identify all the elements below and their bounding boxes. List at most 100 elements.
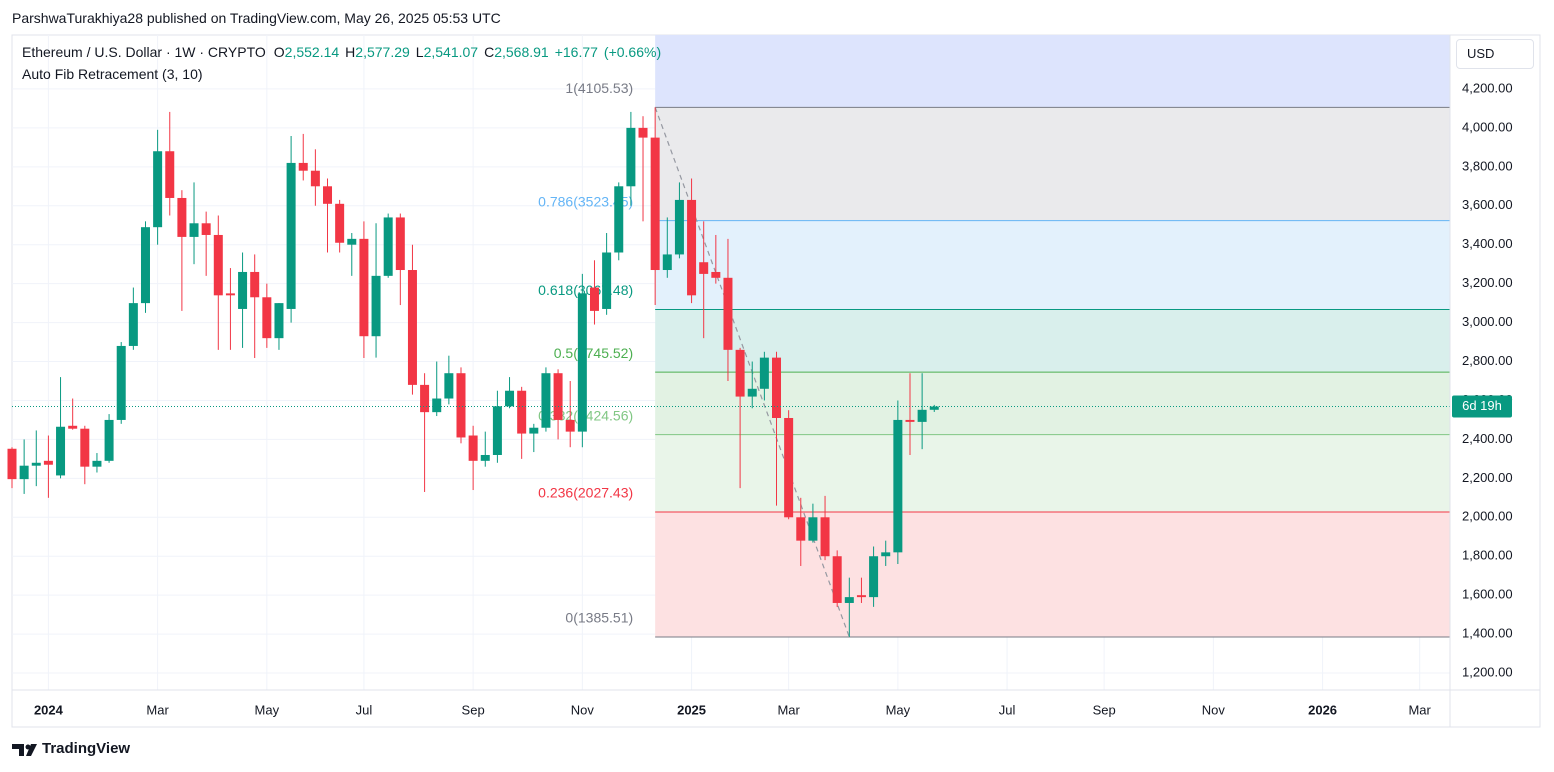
candle-body xyxy=(614,186,624,253)
candle-body xyxy=(43,460,53,465)
fib-zone xyxy=(655,309,1450,373)
currency-button[interactable]: USD xyxy=(1456,39,1534,69)
fib-level-label: 0.236(2027.43) xyxy=(538,485,633,501)
candle-body xyxy=(553,373,563,420)
candle-body xyxy=(7,448,17,480)
candle-body xyxy=(492,406,502,455)
symbol: Ethereum / U.S. Dollar · 1W · CRYPTO xyxy=(22,44,266,60)
logo xyxy=(12,744,37,756)
candle-body xyxy=(383,217,393,276)
candle-body xyxy=(395,217,405,271)
y-tick-label: 1,800.00 xyxy=(1462,548,1513,563)
attribution: ParshwaTurakhiya28 published on TradingV… xyxy=(12,10,501,26)
x-tick-label: May xyxy=(886,702,911,717)
y-tick-label: 2,800.00 xyxy=(1462,353,1513,368)
ohlc-value: 2,541.07 xyxy=(423,44,479,60)
candle-body xyxy=(189,223,199,237)
fib-level-label: 1(4105.53) xyxy=(565,80,633,96)
ohlc-name: C xyxy=(484,44,495,60)
candle-body xyxy=(808,517,818,541)
candle-body xyxy=(650,137,660,271)
fib-level-label: 0.786(3523.45) xyxy=(538,193,633,209)
candle-body xyxy=(359,238,369,337)
candle-body xyxy=(589,287,599,311)
candle-body xyxy=(56,426,66,476)
candle-body xyxy=(468,435,478,461)
candle-body xyxy=(420,384,430,413)
candle-body xyxy=(626,127,636,187)
candle-body xyxy=(310,170,320,187)
candle-body xyxy=(68,425,78,429)
candle-body xyxy=(687,199,697,296)
candle-body xyxy=(298,162,308,171)
y-tick-label: 3,800.00 xyxy=(1462,158,1513,173)
candle-body xyxy=(432,398,442,413)
candle-body xyxy=(480,454,490,461)
y-tick-label: 4,000.00 xyxy=(1462,119,1513,134)
candle-body xyxy=(19,465,29,480)
x-tick-label: Mar xyxy=(146,702,169,717)
fib-zone xyxy=(655,107,1450,221)
candle-body xyxy=(772,357,782,418)
candle-body xyxy=(602,252,612,309)
candle-body xyxy=(407,270,417,385)
candles xyxy=(7,107,1450,637)
x-tick-label: Nov xyxy=(571,702,595,717)
x-tick-label: Jul xyxy=(356,702,373,717)
x-tick-label: Sep xyxy=(462,702,485,717)
candle-body xyxy=(796,517,806,541)
x-tick-label: Nov xyxy=(1202,702,1226,717)
change-percent: (+0.66%) xyxy=(603,44,662,60)
y-tick-label: 2,400.00 xyxy=(1462,431,1513,446)
x-tick-label: Jul xyxy=(999,702,1016,717)
y-tick-label: 3,600.00 xyxy=(1462,197,1513,212)
brand: TradingView xyxy=(42,740,131,757)
candle-body xyxy=(104,419,114,461)
candle-body xyxy=(92,460,102,467)
candle-body xyxy=(662,254,672,271)
fib-zone xyxy=(655,220,1450,310)
candle-body xyxy=(905,419,915,422)
candle-body xyxy=(371,275,381,337)
countdown-badge xyxy=(1452,395,1512,418)
candle-body xyxy=(699,262,709,274)
x-tick-label: May xyxy=(255,702,280,717)
candle-body xyxy=(893,419,903,553)
fib-zone xyxy=(655,511,1450,637)
candle-body xyxy=(31,462,41,466)
candle-body xyxy=(565,419,575,432)
ohlc-name: L xyxy=(415,44,424,60)
candle-body xyxy=(784,417,794,518)
y-tick-label: 1,600.00 xyxy=(1462,587,1513,602)
ohlc-name: O xyxy=(273,44,285,60)
candle-body xyxy=(735,349,745,397)
candle-body xyxy=(638,127,648,138)
axes: 1,200.00 1,400.00 1,600.00 1,800.00 2,000.00… xyxy=(12,35,1540,727)
candle-body xyxy=(262,297,272,339)
candle-body xyxy=(213,234,223,296)
candle-body xyxy=(747,388,757,397)
candle-body xyxy=(238,271,248,309)
candle-body xyxy=(929,406,939,410)
symbol-legend: Ethereum / U.S. Dollar · 1W · CRYPTO O 2,… xyxy=(22,44,667,60)
candle-body xyxy=(723,277,733,350)
candle-body xyxy=(844,597,854,603)
y-tick-label: 2,200.00 xyxy=(1462,470,1513,485)
candle-body xyxy=(517,390,527,434)
candle-body xyxy=(541,373,551,428)
candle-body xyxy=(116,345,126,420)
candle-body xyxy=(153,151,163,228)
x-tick-label: 2024 xyxy=(34,702,64,717)
candle-body xyxy=(505,390,515,407)
x-tick-label: Sep xyxy=(1093,702,1116,717)
x-tick-label: 2025 xyxy=(677,702,706,717)
candle-body xyxy=(274,303,284,339)
candle-body xyxy=(347,238,357,245)
candle-body xyxy=(832,556,842,603)
y-tick-label: 4,200.00 xyxy=(1462,80,1513,95)
candle-body xyxy=(140,227,150,304)
countdown-label: 6d 19h xyxy=(1462,398,1502,413)
ohlc-name: H xyxy=(345,44,356,60)
candle-body xyxy=(577,293,587,432)
